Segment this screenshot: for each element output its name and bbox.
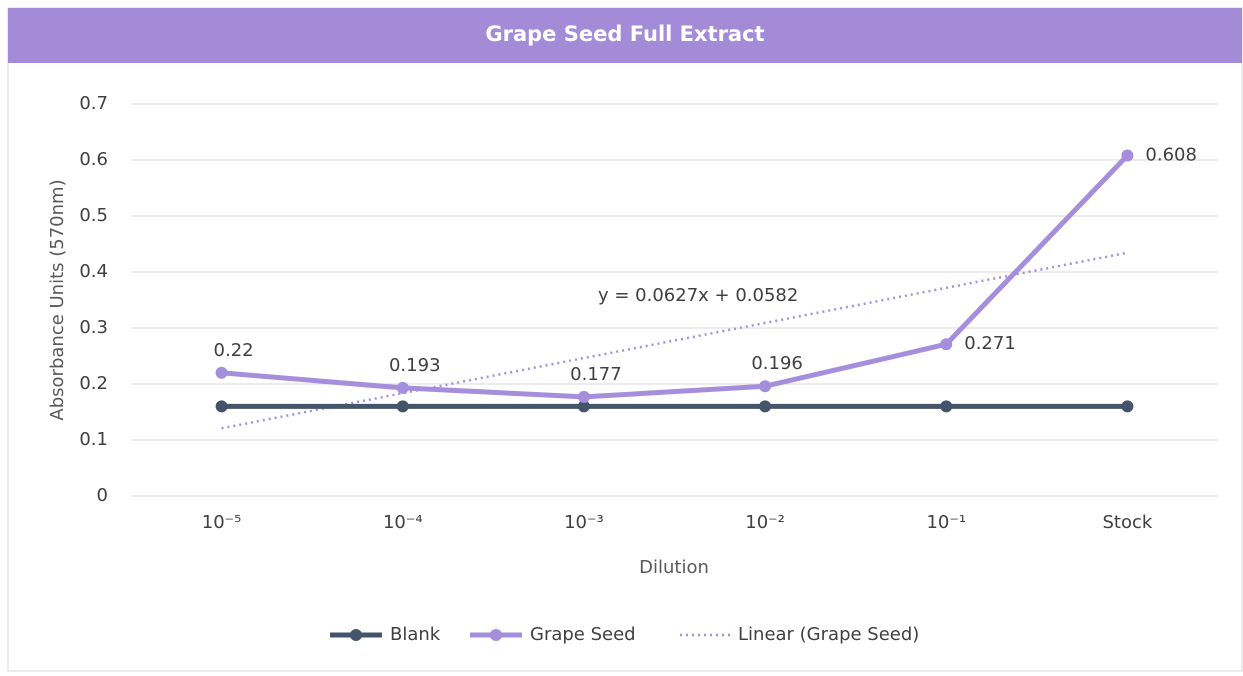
trendline-equation: y = 0.0627x + 0.0582 (598, 285, 798, 306)
y-tick-label: 0.3 (79, 317, 108, 338)
data-point (215, 366, 228, 379)
data-point (1121, 149, 1134, 162)
x-tick-label: 10⁻⁴ (383, 512, 423, 533)
data-point (396, 400, 409, 413)
data-point (577, 400, 590, 413)
legend-marker (350, 629, 362, 641)
series-line (221, 153, 1130, 400)
y-tick-label: 0.1 (79, 429, 108, 450)
chart-title: Grape Seed Full Extract (485, 22, 764, 46)
y-tick-label: 0.4 (79, 261, 108, 282)
legend-marker (490, 629, 502, 641)
x-tick-label: 10⁻⁵ (202, 512, 242, 533)
legend-label: Grape Seed (530, 624, 636, 645)
data-label: 0.196 (751, 353, 803, 374)
trendline (221, 251, 1128, 430)
y-axis-title: Absorbance Units (570nm) (47, 179, 68, 420)
x-tick-label: 10⁻¹ (926, 512, 966, 533)
data-point (759, 400, 772, 413)
data-point (759, 380, 772, 393)
data-point (396, 381, 409, 394)
data-point (215, 400, 228, 413)
x-axis-title: Dilution (639, 557, 709, 578)
x-tick-label: Stock (1103, 512, 1153, 533)
data-label: 0.193 (389, 355, 441, 376)
legend-label: Blank (390, 624, 441, 645)
y-tick-label: 0 (97, 485, 108, 506)
x-tick-label: 10⁻² (745, 512, 785, 533)
data-label: 0.177 (570, 364, 622, 385)
data-label: 0.271 (964, 333, 1016, 354)
data-label: 0.22 (214, 340, 254, 361)
legend-label: Linear (Grape Seed) (738, 624, 919, 645)
x-tick-label: 10⁻³ (564, 512, 604, 533)
data-point (940, 400, 953, 413)
data-point (1121, 400, 1134, 413)
chart-border (7, 7, 1243, 672)
y-tick-label: 0.7 (79, 93, 108, 114)
data-point (940, 338, 953, 351)
y-tick-label: 0.6 (79, 149, 108, 170)
y-tick-label: 0.2 (79, 373, 108, 394)
title-bar (8, 8, 1242, 63)
data-label: 0.608 (1145, 145, 1197, 166)
data-point (577, 390, 590, 403)
y-tick-label: 0.5 (79, 205, 108, 226)
